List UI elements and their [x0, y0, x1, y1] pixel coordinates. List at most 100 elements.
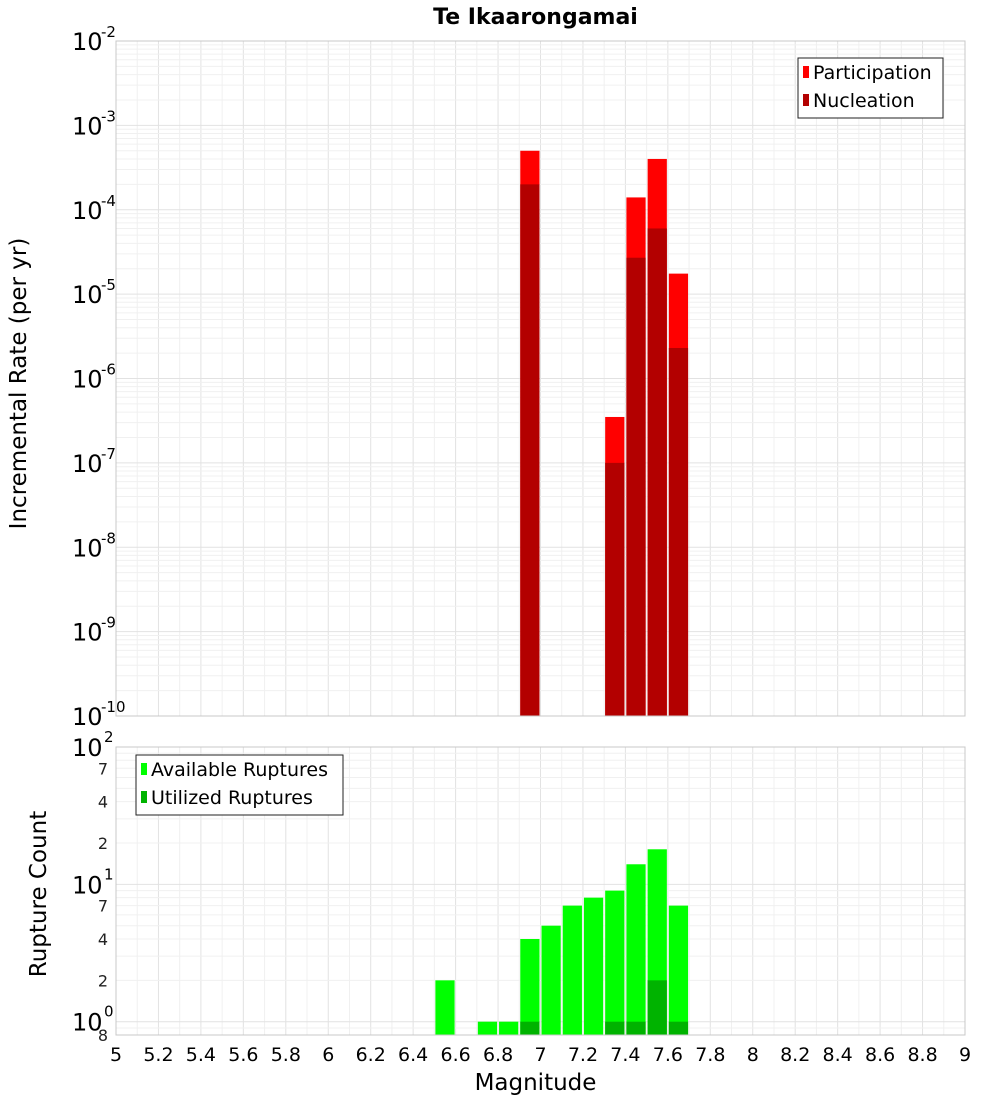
- count-y-tick-base: 10: [72, 871, 103, 899]
- rate-y-tick-base: 10: [72, 619, 103, 647]
- count-y-minor-tick: 4: [98, 793, 108, 812]
- magnitude-x-tick: 8.2: [780, 1044, 810, 1066]
- count-bar-a: [541, 925, 561, 1035]
- rate-y-tick: 10-7: [72, 445, 116, 478]
- count-y-tick-exponent: 1: [104, 865, 114, 883]
- rate-y-tick-exponent: -3: [101, 107, 116, 125]
- rate-y-tick: 10-3: [72, 107, 116, 140]
- rate-y-tick-base: 10: [72, 703, 103, 731]
- magnitude-x-tick: 5: [110, 1044, 122, 1066]
- rate-y-tick-exponent: -2: [101, 23, 116, 41]
- count-y-minor-tick: 4: [98, 930, 108, 949]
- magnitude-x-tick: 7.4: [610, 1044, 640, 1066]
- rate-legend-label: Nucleation: [813, 90, 915, 112]
- rate-bar-b: [626, 257, 646, 716]
- count-y-minor-tick: 7: [98, 897, 108, 916]
- magnitude-x-axis-label: Magnitude: [475, 1070, 597, 1096]
- count-bar-a: [435, 980, 455, 1035]
- rate-y-tick: 10-4: [72, 192, 116, 225]
- count-legend: Available Ruptures Utilized Ruptures: [135, 754, 344, 816]
- count-bars: [435, 849, 689, 1035]
- rate-y-tick-base: 10: [72, 450, 103, 478]
- magnitude-x-tick: 7.8: [695, 1044, 725, 1066]
- count-legend-swatch: [141, 763, 147, 775]
- count-y-tick-exponent: 2: [104, 728, 114, 746]
- magnitude-x-tick: 7: [534, 1044, 546, 1066]
- magnitude-x-ticks: 5 5.2 5.4 5.6 5.8 6 6.2 6.4 6.6 6.8 7 7.2 7.4 7.6 7.8 8…: [110, 1044, 971, 1066]
- count-y-tick: 10 1: [72, 865, 114, 899]
- chart-title: Te Ikaarongamai: [433, 5, 638, 30]
- magnitude-x-tick: 5.6: [228, 1044, 258, 1066]
- count-y-tick-base: 10: [72, 734, 103, 762]
- magnitude-x-tick: 5.4: [186, 1044, 216, 1066]
- count-bar-b: [647, 980, 667, 1035]
- rate-y-tick-base: 10: [72, 366, 103, 394]
- count-y-minor-tick: 7: [98, 759, 108, 778]
- rate-y-tick: 10-10: [72, 698, 126, 731]
- rate-bar-b: [520, 184, 540, 717]
- rate-y-tick-base: 10: [72, 281, 103, 309]
- magnitude-x-tick: 8.4: [823, 1044, 853, 1066]
- count-bar-a: [605, 890, 625, 1035]
- count-bar-b: [520, 1021, 540, 1035]
- count-y-minor-tick: 8: [98, 1026, 108, 1045]
- count-plot-frame: [115, 746, 966, 1036]
- rate-y-tick-exponent: -10: [101, 698, 126, 716]
- count-bar-a: [583, 897, 604, 1035]
- rate-y-tick: 10-2: [72, 23, 116, 56]
- count-y-tick: 10 0: [72, 1003, 114, 1037]
- rate-bar-b: [605, 462, 625, 716]
- count-bar-b: [668, 1021, 689, 1035]
- rate-grid: [115, 41, 966, 717]
- rate-y-tick-exponent: -8: [101, 529, 116, 547]
- count-bar-b: [626, 1021, 646, 1035]
- count-y-minor-tick: 2: [98, 971, 108, 990]
- count-legend-label: Utilized Ruptures: [151, 787, 313, 809]
- count-legend-label: Available Ruptures: [151, 759, 328, 781]
- rate-panel: Te Ikaarongamai 10-1010-910-810-710-610-…: [6, 5, 966, 731]
- count-bar-a: [477, 1021, 498, 1035]
- count-y-axis-label: Rupture Count: [26, 811, 52, 977]
- count-y-tick-base: 10: [72, 1009, 103, 1037]
- count-y-tick: 10 2: [72, 728, 114, 762]
- magnitude-x-tick: 5.2: [143, 1044, 173, 1066]
- count-bar-b: [605, 1021, 625, 1035]
- count-bar-a: [668, 905, 689, 1035]
- rate-legend: Participation Nucleation: [797, 57, 944, 119]
- magnitude-x-tick: 5.8: [271, 1044, 301, 1066]
- rate-bars: [520, 150, 689, 717]
- rate-bar-b: [668, 347, 689, 716]
- count-y-tick-exponent: 0: [104, 1003, 114, 1021]
- magnitude-x-tick: 6.6: [440, 1044, 470, 1066]
- rate-plot-frame: [115, 40, 966, 717]
- rate-y-tick-base: 10: [72, 534, 103, 562]
- rate-legend-box: [797, 57, 944, 119]
- rate-y-axis-label: Incremental Rate (per yr): [6, 238, 32, 530]
- rate-y-tick-exponent: -4: [101, 192, 116, 210]
- count-bar-a: [562, 905, 582, 1035]
- magnitude-x-tick: 6.8: [483, 1044, 513, 1066]
- rate-legend-swatch: [803, 66, 809, 78]
- magnitude-x-tick: 9: [959, 1044, 971, 1066]
- count-bar-a: [626, 864, 646, 1035]
- rate-y-tick-exponent: -9: [101, 614, 116, 632]
- rate-bar-b: [647, 228, 667, 716]
- magnitude-x-tick: 8: [747, 1044, 759, 1066]
- rate-y-tick-exponent: -7: [101, 445, 116, 463]
- count-legend-box: [135, 754, 344, 816]
- magnitude-x-tick: 6.2: [356, 1044, 386, 1066]
- count-bar-a: [520, 939, 540, 1035]
- rate-y-tick-exponent: -5: [101, 276, 116, 294]
- count-legend-swatch: [141, 791, 147, 803]
- magnitude-x-tick: 8.8: [907, 1044, 937, 1066]
- rate-y-tick-exponent: -6: [101, 361, 116, 379]
- magnitude-x-tick: 7.2: [568, 1044, 598, 1066]
- rate-y-tick-base: 10: [72, 197, 103, 225]
- magnitude-x-tick: 6.4: [398, 1044, 428, 1066]
- rate-legend-label: Participation: [813, 62, 932, 84]
- rate-y-tick-base: 10: [72, 112, 103, 140]
- rate-y-tick: 10-8: [72, 529, 116, 562]
